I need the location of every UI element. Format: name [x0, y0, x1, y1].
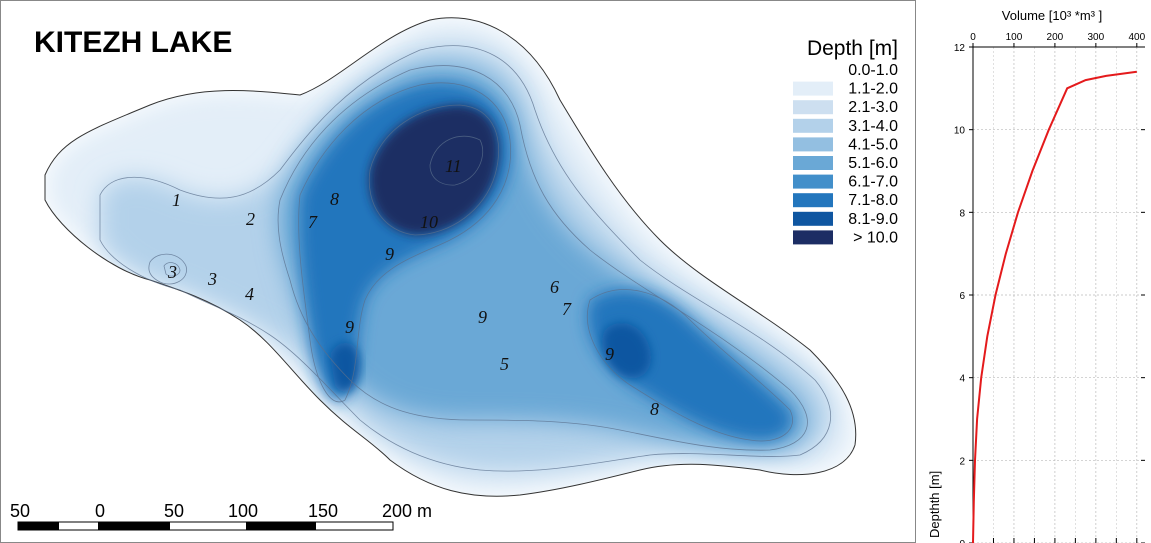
contour-label: 3	[167, 262, 177, 282]
legend-swatch	[793, 100, 833, 115]
y-tick-label: 8	[959, 208, 965, 219]
scale-label: 200 m	[382, 501, 432, 521]
contour-label: 11	[445, 156, 462, 176]
depth-legend: Depth [m] 0.0-1.0 1.1-2.02.1-3.0 3.1-4.04.…	[793, 37, 898, 246]
scale-label: 50	[164, 501, 184, 521]
volume-depth-line	[972, 70, 1137, 543]
y-tick-label: 4	[959, 374, 965, 385]
scale-label: 100	[228, 501, 258, 521]
legend-label: 2.1-3.0	[848, 99, 898, 116]
legend-label: 1.1-2.0	[848, 81, 898, 98]
contour-label: 5	[500, 354, 509, 374]
contour-label: 1	[172, 190, 181, 210]
contour-label: 7	[562, 299, 572, 319]
scale-segment	[98, 522, 170, 530]
contour-labels: 1 2 3 3 4 7 8 9 10 11 9 9 5 6 7 9 8	[167, 156, 659, 419]
legend-label: 0.0-1.0	[848, 62, 898, 79]
contour-label: 9	[605, 344, 614, 364]
x-tick-label: 200	[1047, 32, 1064, 43]
contour-label: 7	[308, 212, 318, 232]
bathymetric-map: 1 2 3 3 4 7 8 9 10 11 9 9 5 6 7 9 8 KITE…	[0, 0, 917, 543]
chart-canvas: Volume [10³ *m³ ] Depthth [m] 0 100 200 300…	[927, 8, 1146, 543]
contour-label: 9	[478, 307, 487, 327]
x-tick-label: 300	[1088, 32, 1105, 43]
chart-axes: 0 100 200 300 400 0 2 4 6 8 10 12	[954, 32, 1146, 543]
scale-label: 50	[10, 501, 30, 521]
contour-label: 9	[345, 317, 354, 337]
legend-label: 8.1-9.0	[848, 211, 898, 228]
legend-label: 6.1-7.0	[848, 174, 898, 191]
contour-label: 4	[245, 284, 254, 304]
legend-label: 5.1-6.0	[848, 155, 898, 172]
x-tick-label: 0	[970, 32, 976, 43]
depth-contours	[99, 45, 831, 472]
lake-shoreline	[44, 17, 857, 497]
chart-series	[972, 70, 1137, 543]
legend-swatch	[793, 193, 833, 208]
scale-segment	[18, 522, 59, 530]
contour-label: 8	[330, 189, 339, 209]
y-axis-label: Depthth [m]	[927, 471, 942, 538]
y-tick-label: 0	[959, 539, 965, 543]
scale-label: 0	[95, 501, 105, 521]
contour-label: 2	[246, 209, 255, 229]
y-tick-label: 6	[959, 291, 965, 302]
legend-label: 4.1-5.0	[848, 136, 898, 153]
legend-swatch	[793, 81, 833, 96]
legend-swatch	[793, 174, 833, 189]
scale-label: 150	[308, 501, 338, 521]
legend-swatch	[793, 118, 833, 133]
legend-title: Depth [m]	[807, 37, 898, 60]
legend-label: 3.1-4.0	[848, 118, 898, 135]
scale-segment	[246, 522, 316, 530]
volume-depth-chart: Volume [10³ *m³ ] Depthth [m] 0 100 200 300…	[917, 0, 1151, 543]
x-tick-label: 400	[1128, 32, 1145, 43]
contour-label: 9	[385, 244, 394, 264]
contour-label: 3	[207, 269, 217, 289]
x-tick-label: 100	[1006, 32, 1023, 43]
legend-swatch	[793, 230, 833, 245]
y-tick-label: 12	[954, 43, 966, 54]
depth-shading	[45, 17, 856, 497]
legend-swatch	[793, 137, 833, 152]
legend-label: > 10.0	[853, 229, 898, 246]
contour-label: 10	[420, 212, 438, 232]
legend-label: 7.1-8.0	[848, 192, 898, 209]
chart-grid	[972, 46, 1145, 543]
y-tick-label: 10	[954, 126, 966, 137]
legend-swatch	[793, 211, 833, 226]
scale-bar: 50 0 50 100 150 200 m	[10, 501, 432, 531]
y-tick-label: 2	[959, 456, 965, 467]
legend-swatch	[793, 156, 833, 170]
map-canvas: 1 2 3 3 4 7 8 9 10 11 9 9 5 6 7 9 8 KITE…	[0, 0, 917, 543]
contour-label: 6	[550, 277, 559, 297]
chart-title: Volume [10³ *m³ ]	[1002, 8, 1102, 23]
map-title: KITEZH LAKE	[34, 26, 232, 59]
contour-label: 8	[650, 399, 659, 419]
